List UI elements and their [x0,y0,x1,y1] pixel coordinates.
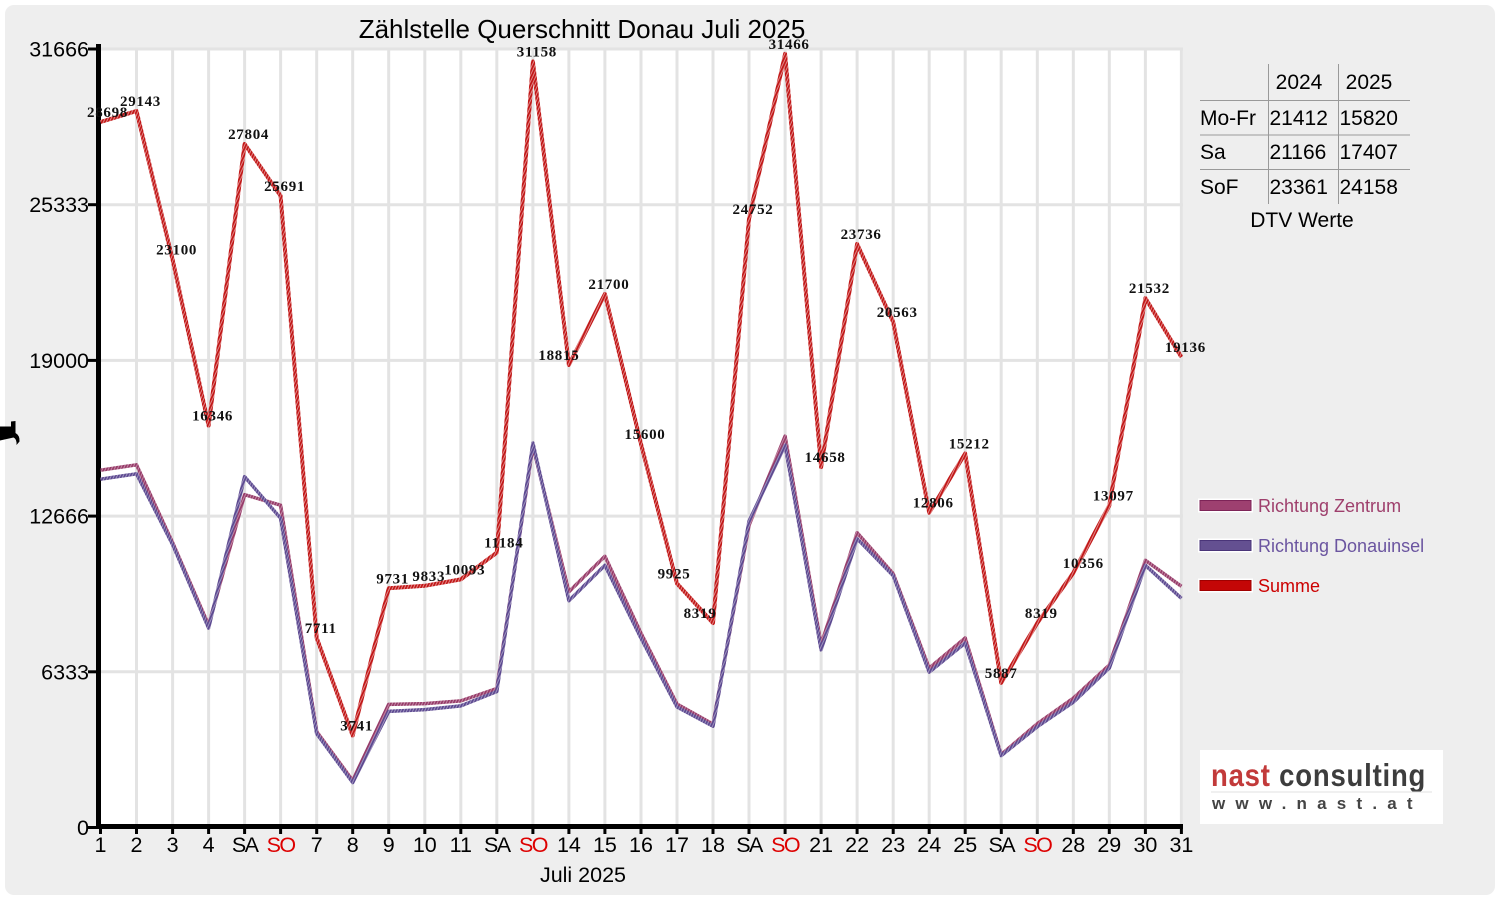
svg-text:SA: SA [232,833,260,857]
svg-text:18: 18 [701,833,725,857]
svg-text:10: 10 [413,833,437,857]
svg-text:Summe: Summe [1258,576,1320,596]
svg-text:24: 24 [917,833,941,857]
svg-text:Richtung Donauinsel: Richtung Donauinsel [1258,536,1424,556]
svg-text:23100: 23100 [156,243,197,259]
svg-text:16346: 16346 [192,409,233,425]
svg-text:31: 31 [1169,833,1193,857]
svg-text:11: 11 [450,833,472,857]
svg-text:25333: 25333 [29,193,89,217]
svg-text:21412: 21412 [1270,107,1328,130]
svg-text:28: 28 [1061,833,1085,857]
svg-text:21166: 21166 [1270,141,1327,164]
svg-text:22: 22 [845,833,869,857]
svg-text:31466: 31466 [769,37,810,53]
svg-text:19000: 19000 [29,349,89,373]
svg-text:14: 14 [557,833,581,857]
svg-text:16: 16 [629,833,653,857]
svg-text:23736: 23736 [841,227,882,243]
svg-text:SO: SO [267,833,296,857]
svg-text:29143: 29143 [120,94,161,110]
svg-text:Richtung Zentrum: Richtung Zentrum [1258,496,1401,516]
svg-text:2025: 2025 [1346,71,1393,94]
svg-text:12666: 12666 [29,505,89,529]
svg-text:SA: SA [484,833,512,857]
svg-text:25691: 25691 [264,179,305,195]
svg-text:4: 4 [203,833,215,857]
svg-text:12806: 12806 [913,496,954,512]
svg-text:SoF: SoF [1200,176,1239,199]
svg-text:24158: 24158 [1340,176,1398,199]
svg-text:SO: SO [771,833,800,857]
svg-text:SA: SA [736,833,764,857]
svg-text:11184: 11184 [484,536,523,552]
svg-text:7711: 7711 [305,621,337,637]
svg-text:27804: 27804 [228,127,269,143]
svg-text:10356: 10356 [1063,556,1104,572]
svg-text:21532: 21532 [1129,281,1170,297]
svg-text:21700: 21700 [588,277,629,293]
svg-text:8319: 8319 [684,606,717,622]
svg-text:9731: 9731 [376,571,409,587]
svg-text:29: 29 [1097,833,1121,857]
svg-text:17: 17 [665,833,689,857]
svg-text:Sa: Sa [1200,141,1226,164]
svg-text:15212: 15212 [949,437,990,453]
svg-text:19136: 19136 [1165,340,1206,356]
svg-text:3: 3 [167,833,179,857]
svg-text:8: 8 [347,833,359,857]
svg-text:SO: SO [519,833,548,857]
svg-text:2: 2 [131,833,143,857]
svg-text:9: 9 [383,833,395,857]
svg-text:30: 30 [1133,833,1157,857]
svg-text:25: 25 [953,833,977,857]
svg-text:Zählstelle Querschnitt Donau J: Zählstelle Querschnitt Donau Juli 2025 [359,14,806,44]
svg-text:15820: 15820 [1340,107,1398,130]
svg-text:13097: 13097 [1093,489,1134,505]
svg-text:6333: 6333 [41,660,89,684]
svg-text:31158: 31158 [517,45,557,61]
svg-text:nast consulting: nast consulting [1211,758,1426,793]
svg-text:1: 1 [95,833,107,857]
svg-text:5887: 5887 [985,666,1018,682]
svg-text:Mo-Fr: Mo-Fr [1200,107,1256,130]
svg-text:7: 7 [311,833,323,857]
svg-text:15600: 15600 [625,427,666,443]
svg-text:SA: SA [988,833,1016,857]
svg-text:24752: 24752 [733,202,774,218]
svg-text:9925: 9925 [658,567,691,583]
svg-text:28698: 28698 [87,105,128,121]
svg-text:DTV Werte: DTV Werte [1250,209,1353,232]
svg-text:0: 0 [77,816,89,840]
svg-text:8319: 8319 [1025,606,1058,622]
svg-text:SO: SO [1023,833,1052,857]
svg-text:15: 15 [593,833,617,857]
svg-text:18815: 18815 [538,348,579,364]
svg-text:17407: 17407 [1340,141,1398,164]
svg-text:10093: 10093 [444,562,485,578]
svg-text:14658: 14658 [805,450,846,466]
svg-text:20563: 20563 [877,305,918,321]
svg-text:21: 21 [809,833,833,857]
svg-text:Juli 2025: Juli 2025 [540,863,626,887]
svg-text:9833: 9833 [412,569,445,585]
svg-text:31666: 31666 [29,38,89,62]
svg-text:www.nast.at: www.nast.at [1211,794,1423,813]
svg-text:3741: 3741 [340,719,373,735]
svg-text:23: 23 [881,833,905,857]
svg-text:2024: 2024 [1276,71,1323,94]
svg-text:23361: 23361 [1270,176,1328,199]
